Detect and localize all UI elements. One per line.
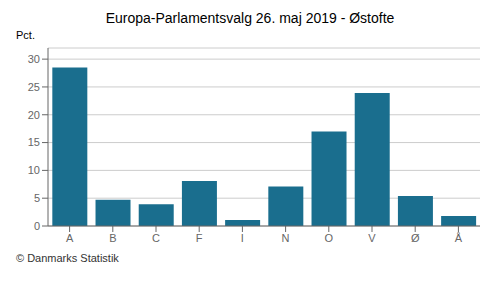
html-text:Pct.: Pct. [16, 29, 35, 41]
svg-text:20: 20 [28, 109, 40, 121]
svg-text:5: 5 [34, 192, 40, 204]
svg-text:F: F [196, 232, 203, 244]
svg-text:B: B [109, 232, 116, 244]
svg-text:C: C [152, 232, 160, 244]
html-text:© Danmarks Statistik: © Danmarks Statistik [16, 252, 119, 264]
svg-text:I: I [241, 232, 244, 244]
svg-text:10: 10 [28, 164, 40, 176]
svg-text:N: N [282, 232, 290, 244]
svg-text:30: 30 [28, 53, 40, 65]
svg-text:0: 0 [34, 220, 40, 232]
svg-text:V: V [368, 232, 376, 244]
svg-text:15: 15 [28, 136, 40, 148]
svg-text:Å: Å [455, 232, 463, 244]
svg-text:25: 25 [28, 81, 40, 93]
svg-text:O: O [325, 232, 334, 244]
html-text:Europa-Parlamentsvalg 26. maj: Europa-Parlamentsvalg 26. maj 2019 - Øst… [105, 10, 395, 26]
svg-text:Ø: Ø [411, 232, 420, 244]
svg-text:A: A [66, 232, 74, 244]
